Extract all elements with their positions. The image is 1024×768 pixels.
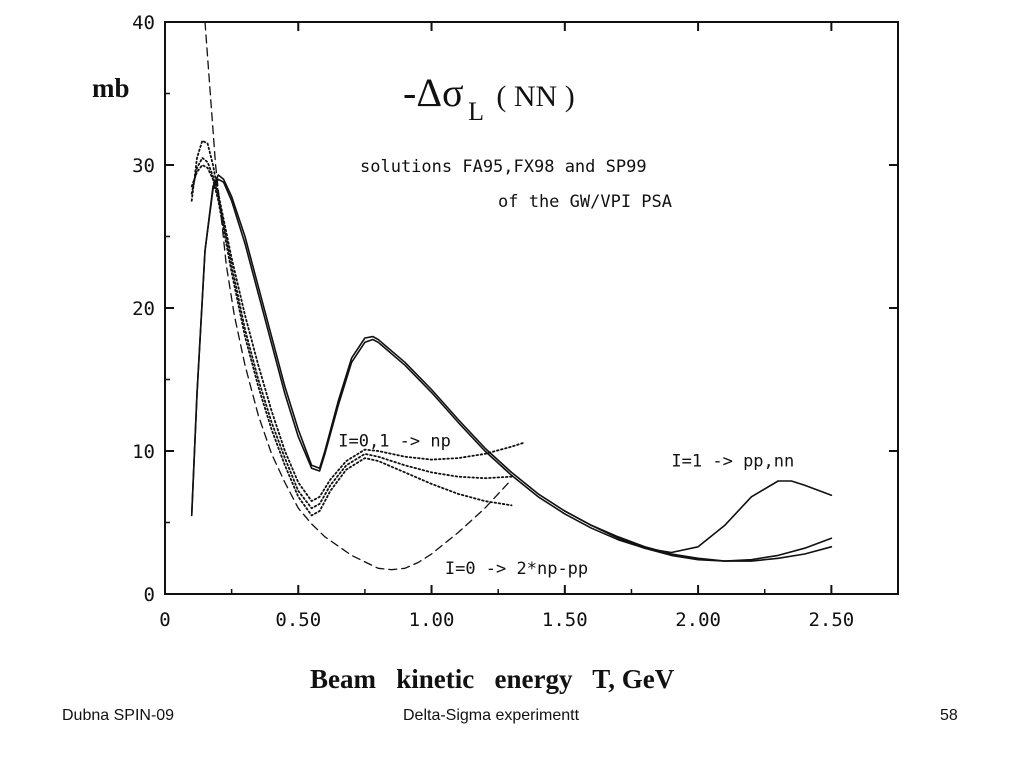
x-tick-label: 1.00 <box>409 609 455 631</box>
x-tick-label: 0 <box>159 609 170 631</box>
series-group <box>190 21 833 571</box>
y-tick-label: 40 <box>132 12 155 34</box>
y-tick-label: 10 <box>132 441 155 463</box>
annotation-label: I=0,1 -> np <box>338 432 451 452</box>
series-line-dotted <box>190 156 513 510</box>
series-line-solid <box>563 480 833 554</box>
x-tick-label: 1.50 <box>542 609 588 631</box>
subtitle-line-2: of the GW/VPI PSA <box>498 192 672 212</box>
footer-center: Delta-Sigma experimentt <box>403 707 580 724</box>
chart-title-main: -Δσ <box>403 70 464 115</box>
annotation-group: I=0,1 -> np I=1 -> pp,nn I=0 -> 2*np-pp <box>338 432 794 579</box>
annotation-label: I=1 -> pp,nn <box>671 452 794 472</box>
annotation-label: I=0 -> 2*np-pp <box>445 559 588 579</box>
subtitle-line-1: solutions FA95,FX98 and SP99 <box>360 157 647 177</box>
x-tick-label: 0.50 <box>275 609 321 631</box>
series-line-dashed <box>204 21 513 571</box>
footer-right: 58 <box>940 707 958 724</box>
chart-title-subscript: L <box>468 97 484 126</box>
y-tick-label: 30 <box>132 155 155 177</box>
y-tick-label: 0 <box>144 584 155 606</box>
series-line-solid <box>190 178 833 562</box>
chart-svg: 0 0.50 1.00 1.50 2.00 2.50 0 10 20 30 40 mb -Δσ L … <box>92 12 899 694</box>
x-axis-label: Beam kinetic energy T, GeV <box>310 664 675 694</box>
series-line-solid <box>190 174 833 562</box>
x-tick-label: 2.00 <box>675 609 721 631</box>
series-line-dotted <box>190 139 526 503</box>
y-axis-label: mb <box>92 73 130 103</box>
x-tick-label: 2.50 <box>808 609 854 631</box>
chart-title: -Δσ L ( NN ) <box>403 70 575 126</box>
y-tick-label: 20 <box>132 298 155 320</box>
chart-title-paren: ( NN ) <box>496 80 574 113</box>
footer-left: Dubna SPIN-09 <box>62 707 175 724</box>
tick-group: 0 0.50 1.00 1.50 2.00 2.50 0 10 20 30 40 <box>132 12 898 631</box>
series-line-dotted <box>190 164 513 517</box>
